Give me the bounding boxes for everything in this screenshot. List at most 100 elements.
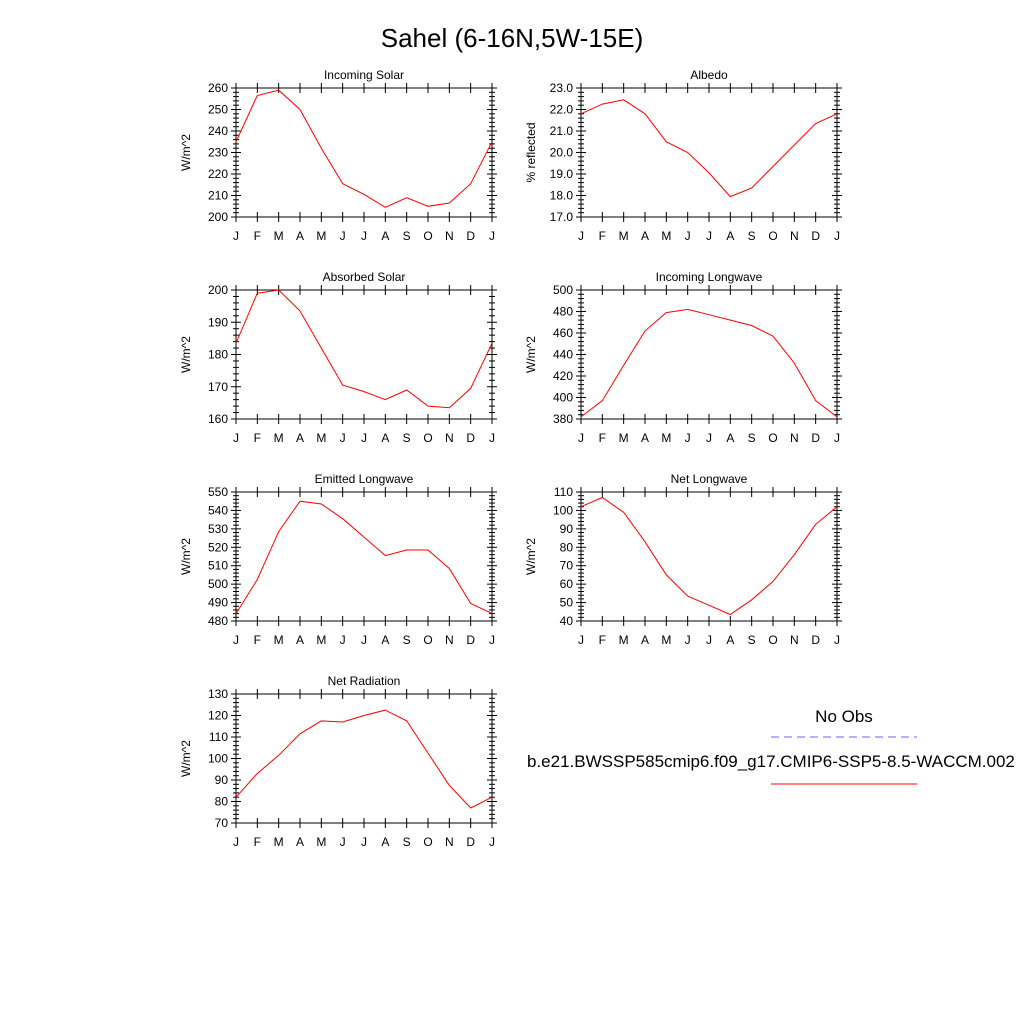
x-tick-label: M — [274, 229, 284, 243]
x-tick-label: F — [599, 431, 606, 445]
y-tick-label: 230 — [208, 146, 228, 160]
x-tick-label: M — [316, 431, 326, 445]
plot-frame — [235, 87, 493, 218]
x-tick-label: D — [466, 431, 475, 445]
y-tick-label: 90 — [560, 522, 574, 536]
x-tick-label: O — [768, 431, 777, 445]
panel-emitted-longwave: Emitted Longwave 480 490 500 510 520 530 540 550… — [179, 472, 497, 647]
x-tick-label: J — [489, 835, 495, 849]
x-tick-label: S — [403, 835, 411, 849]
y-tick-label: 130 — [208, 687, 228, 701]
y-tick-label: 40 — [560, 614, 574, 628]
y-tick-label: 540 — [208, 503, 228, 517]
y-tick-label: 18.0 — [550, 189, 574, 203]
x-tick-label: N — [445, 835, 454, 849]
x-tick-label: M — [316, 835, 326, 849]
series-line-incoming-solar — [235, 89, 493, 208]
panel-title-absorbed-solar: Absorbed Solar — [323, 270, 406, 284]
x-tick-label: O — [423, 633, 432, 647]
y-tick-label: 17.0 — [550, 210, 574, 224]
y-tick-label: 110 — [209, 730, 228, 744]
panel-title-net-radiation: Net Radiation — [328, 674, 401, 688]
x-tick-label: M — [274, 431, 284, 445]
x-tick-label: A — [726, 229, 734, 243]
x-tick-label: J — [340, 633, 346, 647]
x-tick-label: J — [685, 431, 691, 445]
x-tick-label: A — [381, 633, 389, 647]
y-tick-label: 510 — [208, 559, 228, 573]
x-tick-label: J — [706, 229, 712, 243]
x-tick-label: N — [445, 633, 454, 647]
y-tick-label: 400 — [553, 391, 573, 405]
series-line-net-longwave — [580, 496, 838, 616]
x-tick-label: J — [834, 431, 840, 445]
y-tick-label: 500 — [553, 283, 573, 297]
x-tick-label: D — [811, 229, 820, 243]
plot-frame — [580, 87, 838, 218]
y-tick-label: 180 — [208, 348, 228, 362]
y-axis-label: W/m^2 — [179, 538, 193, 575]
figure-title: Sahel (6-16N,5W-15E) — [381, 23, 644, 53]
x-tick-label: N — [790, 229, 799, 243]
x-tick-label: J — [706, 633, 712, 647]
legend-obs-label: No Obs — [815, 707, 873, 726]
x-tick-label: M — [619, 229, 629, 243]
y-tick-label: 70 — [560, 559, 574, 573]
x-tick-label: D — [466, 835, 475, 849]
y-tick-label: 80 — [560, 540, 574, 554]
y-tick-label: 440 — [553, 348, 573, 362]
x-tick-label: O — [423, 229, 432, 243]
y-tick-label: 100 — [208, 752, 228, 766]
x-tick-label: O — [423, 835, 432, 849]
y-tick-label: 210 — [208, 189, 228, 203]
plot-frame — [580, 491, 838, 622]
x-tick-label: J — [685, 633, 691, 647]
x-tick-label: N — [790, 431, 799, 445]
x-tick-label: M — [316, 633, 326, 647]
y-tick-label: 50 — [560, 596, 574, 610]
y-tick-label: 19.0 — [550, 167, 574, 181]
y-axis-label: % reflected — [524, 122, 538, 182]
x-tick-label: S — [748, 431, 756, 445]
x-tick-label: S — [748, 229, 756, 243]
y-tick-label: 20.0 — [550, 146, 574, 160]
y-tick-label: 250 — [208, 103, 228, 117]
x-tick-label: S — [403, 229, 411, 243]
x-tick-label: D — [811, 431, 820, 445]
x-tick-label: J — [361, 229, 367, 243]
x-tick-label: S — [748, 633, 756, 647]
panel-incoming-longwave: Incoming Longwave 380 400 420 440 460 480 500 J F… — [524, 270, 842, 445]
x-tick-label: O — [768, 229, 777, 243]
x-tick-label: J — [340, 229, 346, 243]
y-tick-label: 200 — [208, 283, 228, 297]
x-tick-label: M — [661, 633, 671, 647]
x-tick-label: A — [296, 431, 304, 445]
x-tick-label: D — [466, 633, 475, 647]
x-tick-label: N — [445, 431, 454, 445]
series-line-emitted-longwave — [235, 500, 493, 615]
y-tick-label: 480 — [208, 614, 228, 628]
y-tick-label: 170 — [208, 380, 228, 394]
x-tick-label: J — [361, 431, 367, 445]
y-tick-label: 460 — [553, 326, 573, 340]
x-tick-label: O — [423, 431, 432, 445]
y-tick-label: 260 — [208, 81, 228, 95]
x-tick-label: A — [726, 431, 734, 445]
y-tick-label: 90 — [215, 773, 229, 787]
panel-title-incoming-longwave: Incoming Longwave — [656, 270, 763, 284]
legend: No Obs b.e21.BWSSP585cmip6.f09_g17.CMIP6… — [527, 707, 1015, 785]
y-tick-label: 240 — [208, 124, 228, 138]
x-tick-label: N — [445, 229, 454, 243]
x-tick-label: J — [706, 431, 712, 445]
x-tick-label: A — [296, 835, 304, 849]
series-line-albedo — [580, 99, 838, 198]
y-tick-label: 160 — [208, 412, 228, 426]
series-line-net-radiation — [235, 709, 493, 809]
y-tick-label: 480 — [553, 305, 573, 319]
x-tick-label: M — [619, 431, 629, 445]
